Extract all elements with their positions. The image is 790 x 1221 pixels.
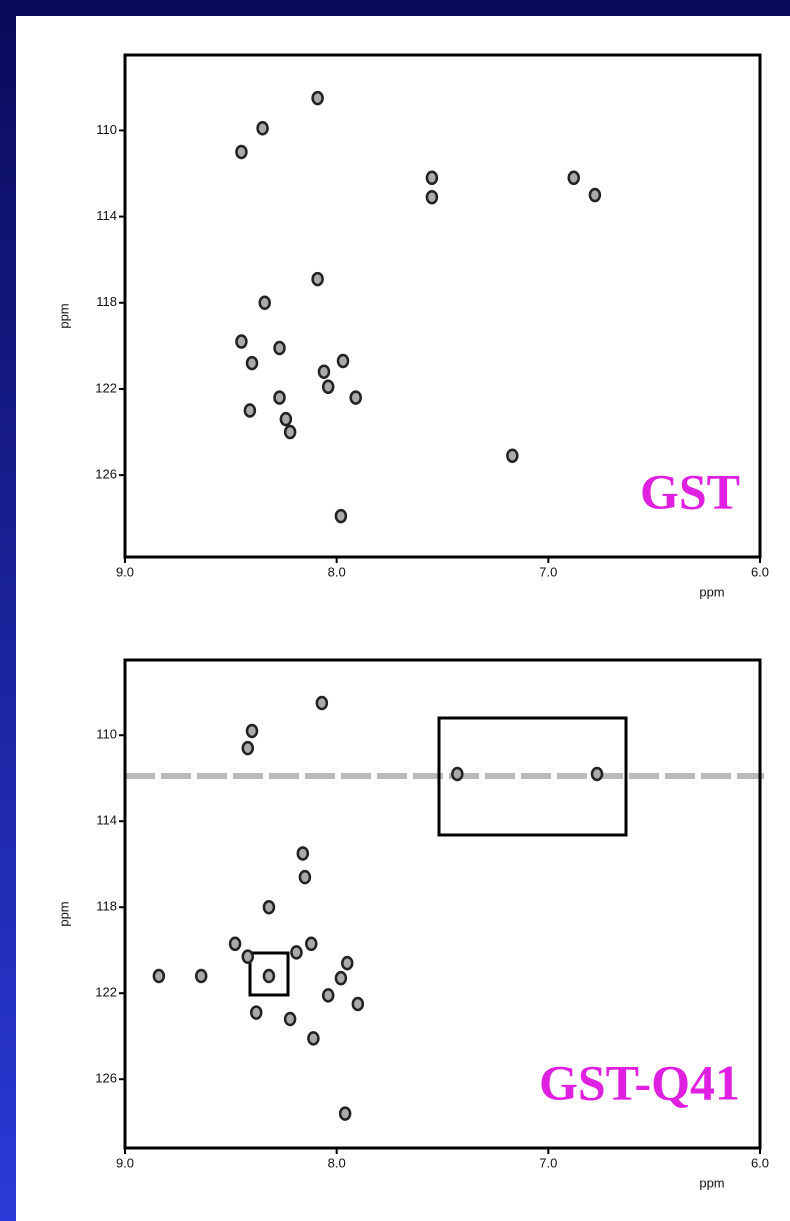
peak <box>506 448 519 463</box>
peak <box>258 295 271 311</box>
y-tick-label: 126 <box>95 1071 117 1086</box>
highlight-box <box>248 951 290 997</box>
peak <box>307 1031 320 1046</box>
x-tick-label: 7.0 <box>539 1155 557 1170</box>
content-area <box>16 16 790 1221</box>
x-tick-label: 6.0 <box>751 564 769 579</box>
peak <box>228 936 242 952</box>
y-tick-label: 114 <box>96 208 117 223</box>
peak <box>283 424 297 440</box>
y-tick-label: 118 <box>96 899 117 914</box>
x-tick-label: 6.0 <box>751 1155 769 1170</box>
peak <box>588 187 602 203</box>
peak <box>290 945 303 960</box>
peak <box>334 508 348 524</box>
peak <box>311 90 324 106</box>
peak <box>590 766 604 782</box>
x-axis-label: ppm <box>699 584 724 599</box>
peak <box>336 353 350 369</box>
peak <box>317 364 331 379</box>
peak <box>351 996 365 1012</box>
x-tick-label: 7.0 <box>539 564 557 579</box>
peak <box>349 390 362 405</box>
y-tick-label: 110 <box>96 122 117 137</box>
peak <box>311 271 324 287</box>
peak <box>249 1005 263 1020</box>
y-axis-label: ppm <box>56 303 71 328</box>
peak <box>235 144 248 160</box>
peak <box>241 740 255 756</box>
spectrum-label: GST <box>640 463 740 519</box>
peak <box>305 936 318 952</box>
peak <box>341 955 354 971</box>
spectrum-label: GST-Q41 <box>539 1054 740 1110</box>
highlight-box <box>437 716 628 837</box>
x-tick-label: 9.0 <box>116 1155 134 1170</box>
peak <box>321 379 335 395</box>
peak <box>241 949 255 964</box>
peak <box>194 968 208 984</box>
y-tick-label: 110 <box>96 727 117 742</box>
peak <box>262 968 276 984</box>
y-tick-label: 122 <box>95 985 117 1000</box>
peak <box>243 403 257 418</box>
peak <box>425 170 439 186</box>
x-tick-label: 8.0 <box>328 1155 346 1170</box>
y-tick-label: 122 <box>95 380 117 395</box>
x-tick-label: 8.0 <box>328 564 346 579</box>
peak <box>273 390 286 405</box>
peak <box>296 846 310 861</box>
peak <box>425 189 439 205</box>
peak <box>321 988 335 1003</box>
y-tick-label: 118 <box>96 294 117 309</box>
peak <box>451 766 464 782</box>
peak <box>338 1106 352 1121</box>
peak <box>298 869 312 885</box>
y-tick-label: 114 <box>96 813 117 828</box>
peak <box>235 334 248 349</box>
x-tick-label: 9.0 <box>116 564 134 579</box>
peak <box>283 1011 297 1027</box>
peak <box>262 899 276 915</box>
plot-frame <box>123 53 762 559</box>
plot-frame <box>123 658 762 1150</box>
peak <box>334 970 348 986</box>
peak <box>279 411 293 427</box>
peak <box>152 968 166 984</box>
peak <box>245 355 259 371</box>
peak <box>567 170 580 186</box>
peak <box>245 723 259 739</box>
x-axis-label: ppm <box>699 1175 724 1190</box>
y-axis-label: ppm <box>56 901 71 926</box>
peak <box>273 340 286 356</box>
peak <box>315 695 329 711</box>
peak <box>256 121 269 136</box>
y-tick-label: 126 <box>95 467 117 482</box>
